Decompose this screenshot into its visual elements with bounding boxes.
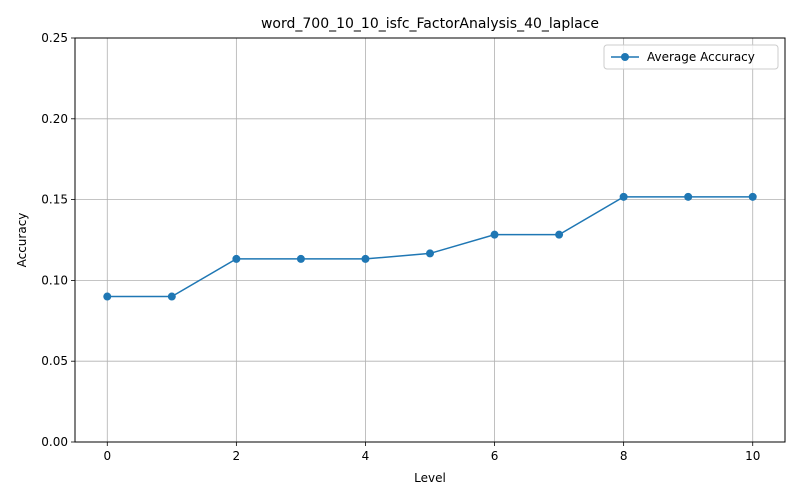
legend-marker-sample — [621, 53, 629, 61]
data-point — [361, 254, 370, 263]
y-tick-label: 0.00 — [41, 435, 68, 449]
data-point — [748, 192, 757, 201]
y-tick-label: 0.10 — [41, 273, 68, 287]
legend-box — [603, 44, 779, 70]
axis-ticks: 0 2 4 6 8 10 0.00 0.05 0.10 0.15 0.20 0.25 — [41, 31, 760, 463]
plot-area-frame — [74, 37, 786, 443]
x-tick-label: 0 — [103, 449, 111, 463]
y-tick-label: 0.25 — [41, 31, 68, 45]
data-point — [555, 230, 564, 239]
data-point — [232, 254, 241, 263]
x-tick-label: 6 — [491, 449, 499, 463]
y-axis-label: Accuracy — [15, 213, 29, 268]
data-point — [296, 254, 305, 263]
data-point — [684, 192, 693, 201]
legend: Average Accuracy — [603, 44, 779, 70]
x-axis-label: Level — [414, 471, 446, 485]
data-point — [167, 292, 176, 301]
y-tick-label: 0.20 — [41, 112, 68, 126]
x-tick-label: 10 — [745, 449, 760, 463]
data-point — [426, 249, 434, 258]
x-tick-label: 4 — [362, 449, 370, 463]
y-tick-label: 0.05 — [41, 354, 68, 368]
data-point — [103, 292, 112, 301]
data-point — [490, 230, 499, 239]
legend-entry-average-accuracy: Average Accuracy — [647, 50, 755, 64]
y-tick-label: 0.15 — [41, 193, 68, 207]
series-markers — [103, 192, 757, 301]
x-tick-label: 2 — [233, 449, 241, 463]
data-point — [619, 192, 628, 201]
chart-title: word_700_10_10_isfc_FactorAnalysis_40_la… — [261, 16, 599, 32]
x-tick-label: 8 — [620, 449, 628, 463]
